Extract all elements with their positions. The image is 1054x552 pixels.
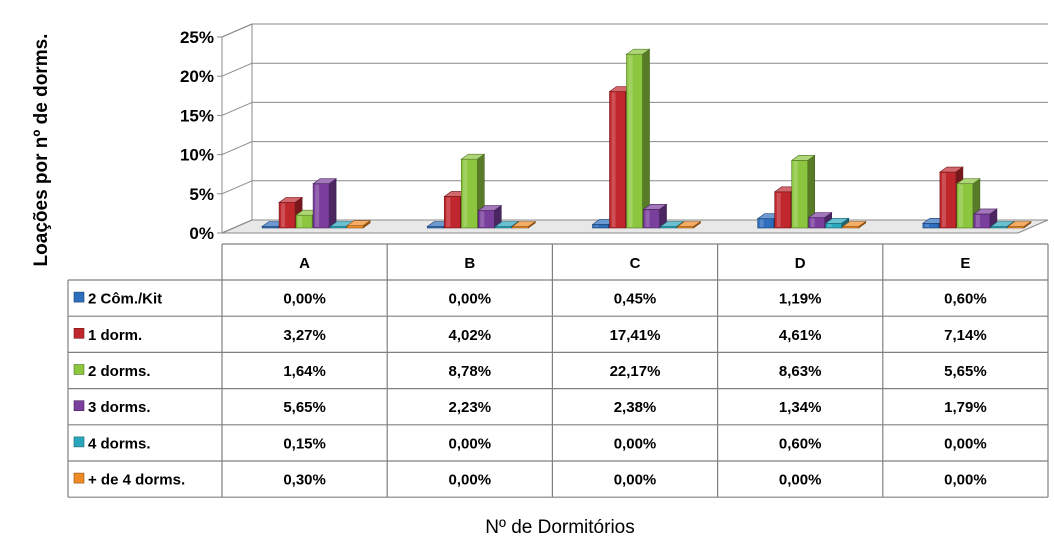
gridline-side <box>221 219 253 234</box>
data-label: 1,19% <box>779 291 822 308</box>
gridline-side <box>221 101 253 116</box>
category-label: E <box>960 255 970 272</box>
bar <box>477 204 503 229</box>
data-label: 8,63% <box>779 363 822 380</box>
data-label: 3,27% <box>283 327 326 344</box>
series-label: + de 4 dorms. <box>88 472 185 489</box>
data-label: 0,45% <box>614 291 657 308</box>
data-label: 0,00% <box>944 435 987 452</box>
bar <box>824 217 850 229</box>
data-label: 0,00% <box>614 435 657 452</box>
bar <box>972 208 998 229</box>
category-label: B <box>464 255 475 272</box>
category-label: D <box>795 255 806 272</box>
plot-area: 0% 5% 10% 15% 20% 25% <box>180 23 1049 243</box>
y-tick-label: 15% <box>180 106 214 125</box>
bar <box>1006 220 1032 229</box>
y-axis-label: Loações por nº de dorms. <box>31 34 52 267</box>
category-label: A <box>299 255 310 272</box>
series-label: 4 dorms. <box>88 435 151 452</box>
gridline-side <box>221 23 253 38</box>
data-label: 4,02% <box>449 327 492 344</box>
bar <box>312 178 338 229</box>
x-axis-label: Nº de Dormitórios <box>485 517 634 538</box>
legend-swatch <box>73 436 85 448</box>
data-label: 0,15% <box>283 435 326 452</box>
data-label: 0,00% <box>449 435 492 452</box>
data-label: 0,30% <box>283 472 326 489</box>
series-label: 2 dorms. <box>88 363 151 380</box>
data-label: 2,23% <box>449 399 492 416</box>
bar <box>841 220 867 229</box>
data-label: 0,00% <box>779 472 822 489</box>
data-label: 7,14% <box>944 327 987 344</box>
series-label: 3 dorms. <box>88 399 151 416</box>
data-label: 1,79% <box>944 399 987 416</box>
data-label: 0,00% <box>944 472 987 489</box>
bar <box>625 48 651 229</box>
data-label: 4,61% <box>779 327 822 344</box>
data-label: 2,38% <box>614 399 657 416</box>
data-label: 0,00% <box>449 291 492 308</box>
bar <box>676 220 702 229</box>
data-label: 1,64% <box>283 363 326 380</box>
y-tick-label: 5% <box>189 185 214 204</box>
gridline-side <box>221 180 253 195</box>
y-tick-label: 0% <box>189 224 214 243</box>
data-label: 0,60% <box>779 435 822 452</box>
y-tick-label: 20% <box>180 67 214 86</box>
y-tick-label: 25% <box>180 28 214 47</box>
data-label: 0,60% <box>944 291 987 308</box>
data-table: A B C D E 2 Côm./Kit 0,00% 0,00% 0,45% 1,19% 0,60%… <box>67 243 1049 498</box>
data-label: 22,17% <box>610 363 661 380</box>
legend-swatch <box>73 400 85 412</box>
category-label: C <box>630 255 641 272</box>
legend-swatch <box>73 327 85 339</box>
y-tick-label: 10% <box>180 146 214 165</box>
data-label: 0,00% <box>614 472 657 489</box>
series-label: 2 Côm./Kit <box>88 291 162 308</box>
bar <box>278 196 304 229</box>
legend-swatch <box>73 364 85 375</box>
data-label: 0,00% <box>283 291 326 308</box>
data-label: 17,41% <box>610 327 661 344</box>
data-label: 5,65% <box>283 399 326 416</box>
side-wall <box>221 23 253 234</box>
data-label: 1,34% <box>779 399 822 416</box>
series-label: 1 dorm. <box>88 327 142 344</box>
data-label: 0,00% <box>449 472 492 489</box>
data-label: 5,65% <box>944 363 987 380</box>
bar <box>642 203 668 229</box>
legend-swatch <box>73 291 85 303</box>
bars <box>261 48 1032 229</box>
bar <box>346 220 372 229</box>
legend-swatch <box>73 472 85 484</box>
data-label: 8,78% <box>449 363 492 380</box>
bar <box>790 154 816 229</box>
bar <box>511 220 537 229</box>
gridline-side <box>221 141 253 156</box>
gridline-side <box>221 62 253 77</box>
